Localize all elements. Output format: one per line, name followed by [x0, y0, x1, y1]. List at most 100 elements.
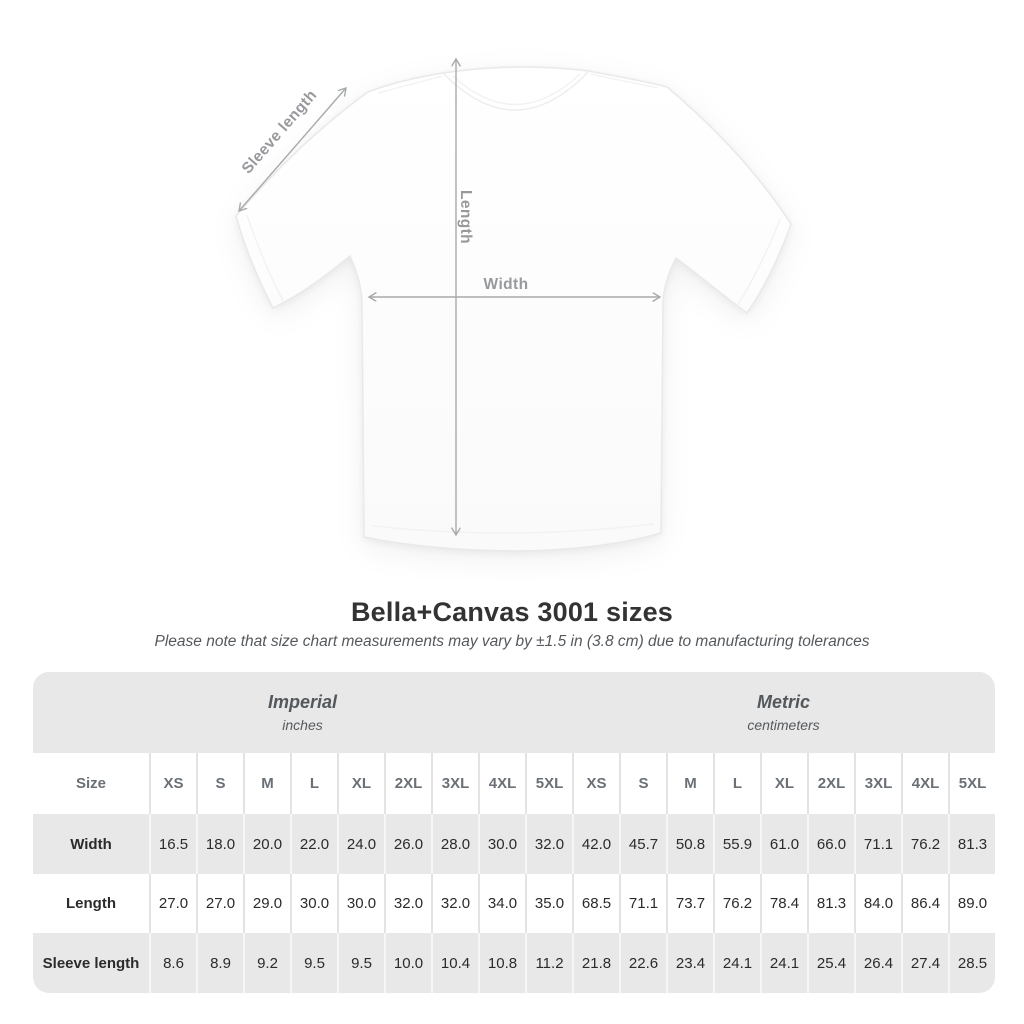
- tshirt-illustration: [235, 66, 792, 552]
- row-label: Width: [33, 814, 149, 874]
- value-cell: 45.7: [619, 814, 666, 874]
- imperial-group-header: Imperial inches: [33, 672, 572, 753]
- unit-group-header-row: Imperial inches Metric centimeters: [33, 672, 995, 753]
- value-cell: 11.2: [525, 933, 572, 993]
- size-col-header: 3XL: [431, 753, 478, 814]
- size-col-header: L: [290, 753, 337, 814]
- table-row-length: Length 27.0 27.0 29.0 30.0 30.0 32.0 32.…: [33, 874, 995, 933]
- size-col-header: S: [196, 753, 243, 814]
- value-cell: 26.4: [854, 933, 901, 993]
- value-cell: 10.0: [384, 933, 431, 993]
- value-cell: 50.8: [666, 814, 713, 874]
- left-cuff-seam: [246, 214, 284, 302]
- metric-unit: centimeters: [747, 717, 820, 733]
- tolerance-note: Please note that size chart measurements…: [154, 633, 870, 650]
- value-cell: 78.4: [760, 874, 807, 933]
- metric-group-header: Metric centimeters: [572, 672, 995, 753]
- value-cell: 27.0: [196, 874, 243, 933]
- value-cell: 86.4: [901, 874, 948, 933]
- left-shoulder-seam: [377, 75, 443, 94]
- value-cell: 84.0: [854, 874, 901, 933]
- value-cell: 24.1: [760, 933, 807, 993]
- width-label: Width: [484, 276, 529, 293]
- size-col-header: 5XL: [525, 753, 572, 814]
- value-cell: 29.0: [243, 874, 290, 933]
- value-cell: 9.5: [337, 933, 384, 993]
- size-chart-table: Imperial inches Metric centimeters Size …: [33, 672, 995, 993]
- size-col-header: 5XL: [948, 753, 995, 814]
- value-cell: 71.1: [854, 814, 901, 874]
- value-cell: 26.0: [384, 814, 431, 874]
- value-cell: 22.6: [619, 933, 666, 993]
- size-col-header: S: [619, 753, 666, 814]
- value-cell: 66.0: [807, 814, 854, 874]
- collar-inner-seam: [452, 73, 581, 106]
- value-cell: 30.0: [337, 874, 384, 933]
- size-column-title: Size: [33, 753, 149, 814]
- size-col-header: M: [243, 753, 290, 814]
- size-col-header: 2XL: [384, 753, 431, 814]
- value-cell: 89.0: [948, 874, 995, 933]
- value-cell: 28.5: [948, 933, 995, 993]
- size-col-header: XS: [149, 753, 196, 814]
- value-cell: 27.4: [901, 933, 948, 993]
- size-col-header: 4XL: [478, 753, 525, 814]
- value-cell: 16.5: [149, 814, 196, 874]
- value-cell: 55.9: [713, 814, 760, 874]
- value-cell: 24.0: [337, 814, 384, 874]
- size-col-header: XS: [572, 753, 619, 814]
- size-col-header: L: [713, 753, 760, 814]
- value-cell: 61.0: [760, 814, 807, 874]
- value-cell: 73.7: [666, 874, 713, 933]
- value-cell: 23.4: [666, 933, 713, 993]
- value-cell: 10.8: [478, 933, 525, 993]
- value-cell: 27.0: [149, 874, 196, 933]
- value-cell: 24.1: [713, 933, 760, 993]
- value-cell: 25.4: [807, 933, 854, 993]
- value-cell: 76.2: [901, 814, 948, 874]
- metric-label: Metric: [756, 692, 810, 712]
- value-cell: 32.0: [431, 874, 478, 933]
- value-cell: 32.0: [384, 874, 431, 933]
- tshirt-body: [235, 66, 792, 552]
- value-cell: 10.4: [431, 933, 478, 993]
- value-cell: 81.3: [948, 814, 995, 874]
- row-label: Length: [33, 874, 149, 933]
- value-cell: 8.6: [149, 933, 196, 993]
- value-cell: 8.9: [196, 933, 243, 993]
- value-cell: 30.0: [290, 874, 337, 933]
- value-cell: 34.0: [478, 874, 525, 933]
- size-col-header: XL: [760, 753, 807, 814]
- length-label: Length: [457, 190, 474, 244]
- size-col-header: M: [666, 753, 713, 814]
- row-label: Sleeve length: [33, 933, 149, 993]
- value-cell: 21.8: [572, 933, 619, 993]
- size-col-header: 4XL: [901, 753, 948, 814]
- table-row-width: Width 16.5 18.0 20.0 22.0 24.0 26.0 28.0…: [33, 814, 995, 874]
- value-cell: 20.0: [243, 814, 290, 874]
- value-cell: 81.3: [807, 874, 854, 933]
- value-cell: 35.0: [525, 874, 572, 933]
- value-cell: 18.0: [196, 814, 243, 874]
- right-shoulder-seam: [589, 73, 659, 89]
- value-cell: 71.1: [619, 874, 666, 933]
- page-title: Bella+Canvas 3001 sizes: [350, 597, 674, 627]
- size-col-header: 3XL: [854, 753, 901, 814]
- table-row-sleeve-length: Sleeve length 8.6 8.9 9.2 9.5 9.5 10.0 1…: [33, 933, 995, 993]
- imperial-label: Imperial: [267, 692, 338, 712]
- value-cell: 30.0: [478, 814, 525, 874]
- imperial-unit: inches: [282, 717, 323, 733]
- value-cell: 28.0: [431, 814, 478, 874]
- right-cuff-seam: [736, 218, 781, 307]
- sleeve-length-arrow: [239, 88, 346, 211]
- value-cell: 68.5: [572, 874, 619, 933]
- value-cell: 22.0: [290, 814, 337, 874]
- size-header-row: Size XS S M L XL 2XL 3XL 4XL 5XL XS S M …: [33, 753, 995, 814]
- value-cell: 9.2: [243, 933, 290, 993]
- value-cell: 76.2: [713, 874, 760, 933]
- tshirt-size-diagram: Sleeve length Length Width: [235, 0, 792, 552]
- value-cell: 32.0: [525, 814, 572, 874]
- size-col-header: 2XL: [807, 753, 854, 814]
- bottom-hem-seam: [371, 523, 655, 534]
- value-cell: 42.0: [572, 814, 619, 874]
